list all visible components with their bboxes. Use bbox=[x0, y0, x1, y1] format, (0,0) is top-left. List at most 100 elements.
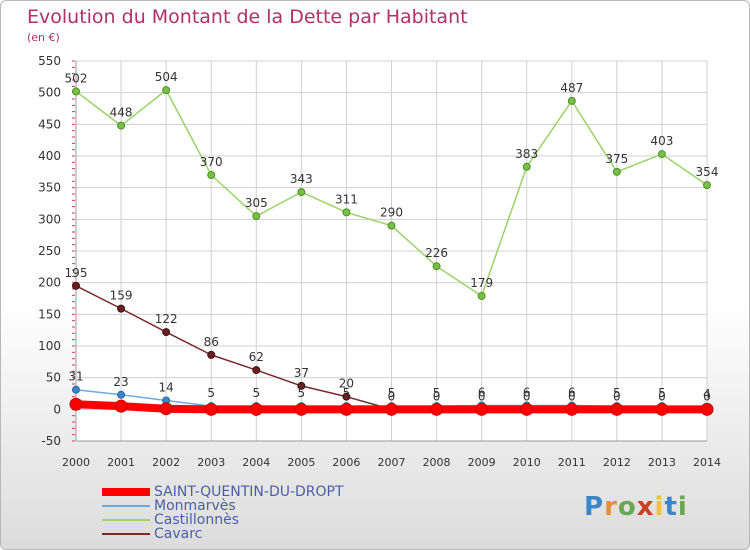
data-label-3: 0 bbox=[523, 389, 531, 403]
data-label-2: 305 bbox=[245, 196, 268, 210]
x-tick-label: 2014 bbox=[693, 456, 721, 469]
legend-swatch-0 bbox=[102, 488, 150, 496]
legend-swatch-3 bbox=[102, 533, 150, 535]
y-tick-label: 450 bbox=[38, 117, 61, 131]
series-point-2 bbox=[297, 188, 306, 197]
series-point-0 bbox=[294, 402, 308, 416]
data-label-3: 62 bbox=[249, 350, 264, 364]
series-point-0 bbox=[69, 397, 83, 411]
y-tick-label: 0 bbox=[53, 402, 61, 416]
series-point-3 bbox=[207, 350, 216, 359]
data-label-1: 5 bbox=[207, 386, 215, 400]
data-label-2: 179 bbox=[470, 276, 493, 290]
x-tick-label: 2003 bbox=[197, 456, 225, 469]
series-point-3 bbox=[342, 392, 351, 401]
data-label-2: 403 bbox=[650, 134, 673, 148]
series-point-2 bbox=[72, 87, 80, 96]
series-point-2 bbox=[252, 212, 261, 221]
x-tick-label: 2005 bbox=[287, 456, 315, 469]
data-label-3: 0 bbox=[433, 389, 441, 403]
series-point-3 bbox=[252, 366, 261, 375]
x-tick-label: 2001 bbox=[107, 456, 135, 469]
series-point-0 bbox=[655, 402, 669, 416]
series-point-3 bbox=[117, 304, 126, 313]
y-tick-label: 300 bbox=[38, 212, 61, 226]
x-tick-label: 2009 bbox=[468, 456, 496, 469]
series-point-2 bbox=[522, 162, 531, 171]
legend-label-2: Castillonnès bbox=[154, 512, 240, 528]
x-tick-label: 2011 bbox=[558, 456, 586, 469]
series-point-2 bbox=[342, 208, 351, 217]
legend-label-3: Cavarc bbox=[154, 526, 203, 542]
data-label-3: 159 bbox=[110, 289, 133, 303]
series-point-0 bbox=[114, 399, 128, 413]
data-label-2: 226 bbox=[425, 246, 448, 260]
series-point-0 bbox=[339, 402, 353, 416]
y-tick-label: -50 bbox=[41, 434, 61, 448]
x-tick-label: 2012 bbox=[603, 456, 631, 469]
data-label-1: 5 bbox=[433, 386, 441, 400]
data-label-2: 502 bbox=[65, 71, 88, 85]
series-point-2 bbox=[477, 291, 486, 300]
data-label-3: 37 bbox=[294, 366, 309, 380]
data-label-3: 20 bbox=[339, 377, 354, 391]
series-point-0 bbox=[520, 402, 534, 416]
legend-swatch-2 bbox=[102, 519, 150, 521]
data-label-3: 0 bbox=[388, 389, 396, 403]
series-point-2 bbox=[703, 181, 711, 190]
data-label-1: 5 bbox=[388, 386, 396, 400]
y-tick-label: 400 bbox=[38, 149, 61, 163]
data-label-2: 375 bbox=[605, 152, 628, 166]
data-label-2: 448 bbox=[110, 106, 133, 120]
data-label-3: 0 bbox=[613, 389, 621, 403]
data-label-3: 86 bbox=[204, 335, 219, 349]
series-point-0 bbox=[475, 402, 489, 416]
legend-label-0: SAINT-QUENTIN-DU-DROPT bbox=[154, 484, 344, 500]
chart-title: Evolution du Montant de la Dette par Hab… bbox=[27, 6, 468, 28]
series-point-0 bbox=[700, 402, 714, 416]
series-point-0 bbox=[430, 402, 444, 416]
x-tick-label: 2004 bbox=[242, 456, 270, 469]
y-tick-label: 350 bbox=[38, 181, 61, 195]
y-tick-label: 250 bbox=[38, 244, 61, 258]
legend-label-1: Monmarvès bbox=[154, 498, 236, 514]
x-tick-label: 2008 bbox=[423, 456, 451, 469]
data-label-1: 5 bbox=[298, 386, 306, 400]
data-label-2: 343 bbox=[290, 172, 313, 186]
series-point-0 bbox=[610, 402, 624, 416]
data-label-2: 370 bbox=[200, 155, 223, 169]
series-point-1 bbox=[72, 385, 80, 394]
data-label-1: 14 bbox=[159, 380, 174, 394]
data-label-2: 290 bbox=[380, 206, 403, 220]
y-tick-label: 50 bbox=[46, 371, 61, 385]
series-point-2 bbox=[567, 96, 576, 105]
data-label-1: 31 bbox=[68, 370, 83, 384]
data-label-3: 122 bbox=[155, 312, 178, 326]
data-label-3: 0 bbox=[568, 389, 576, 403]
data-label-2: 311 bbox=[335, 192, 358, 206]
series-point-3 bbox=[162, 328, 171, 337]
data-label-3: 0 bbox=[658, 389, 666, 403]
proxiti-logo: Proxiti bbox=[584, 492, 688, 522]
x-tick-label: 2002 bbox=[152, 456, 180, 469]
data-label-1: 6 bbox=[568, 386, 576, 400]
y-tick-label: 550 bbox=[38, 54, 61, 68]
data-label-3: 195 bbox=[65, 266, 88, 280]
data-label-1: 6 bbox=[478, 386, 486, 400]
y-tick-label: 150 bbox=[38, 307, 61, 321]
data-label-1: 4 bbox=[703, 387, 711, 401]
series-point-0 bbox=[249, 402, 263, 416]
series-point-3 bbox=[72, 281, 80, 290]
data-label-1: 5 bbox=[252, 386, 260, 400]
data-label-1: 23 bbox=[113, 375, 128, 389]
series-point-0 bbox=[385, 402, 398, 416]
series-point-0 bbox=[159, 402, 173, 416]
x-tick-label: 2010 bbox=[513, 456, 541, 469]
series-point-0 bbox=[204, 402, 218, 416]
data-label-2: 487 bbox=[560, 81, 583, 95]
data-label-1: 5 bbox=[343, 386, 351, 400]
series-point-2 bbox=[657, 150, 666, 159]
data-label-3: 0 bbox=[478, 389, 486, 403]
series-point-2 bbox=[207, 171, 216, 179]
